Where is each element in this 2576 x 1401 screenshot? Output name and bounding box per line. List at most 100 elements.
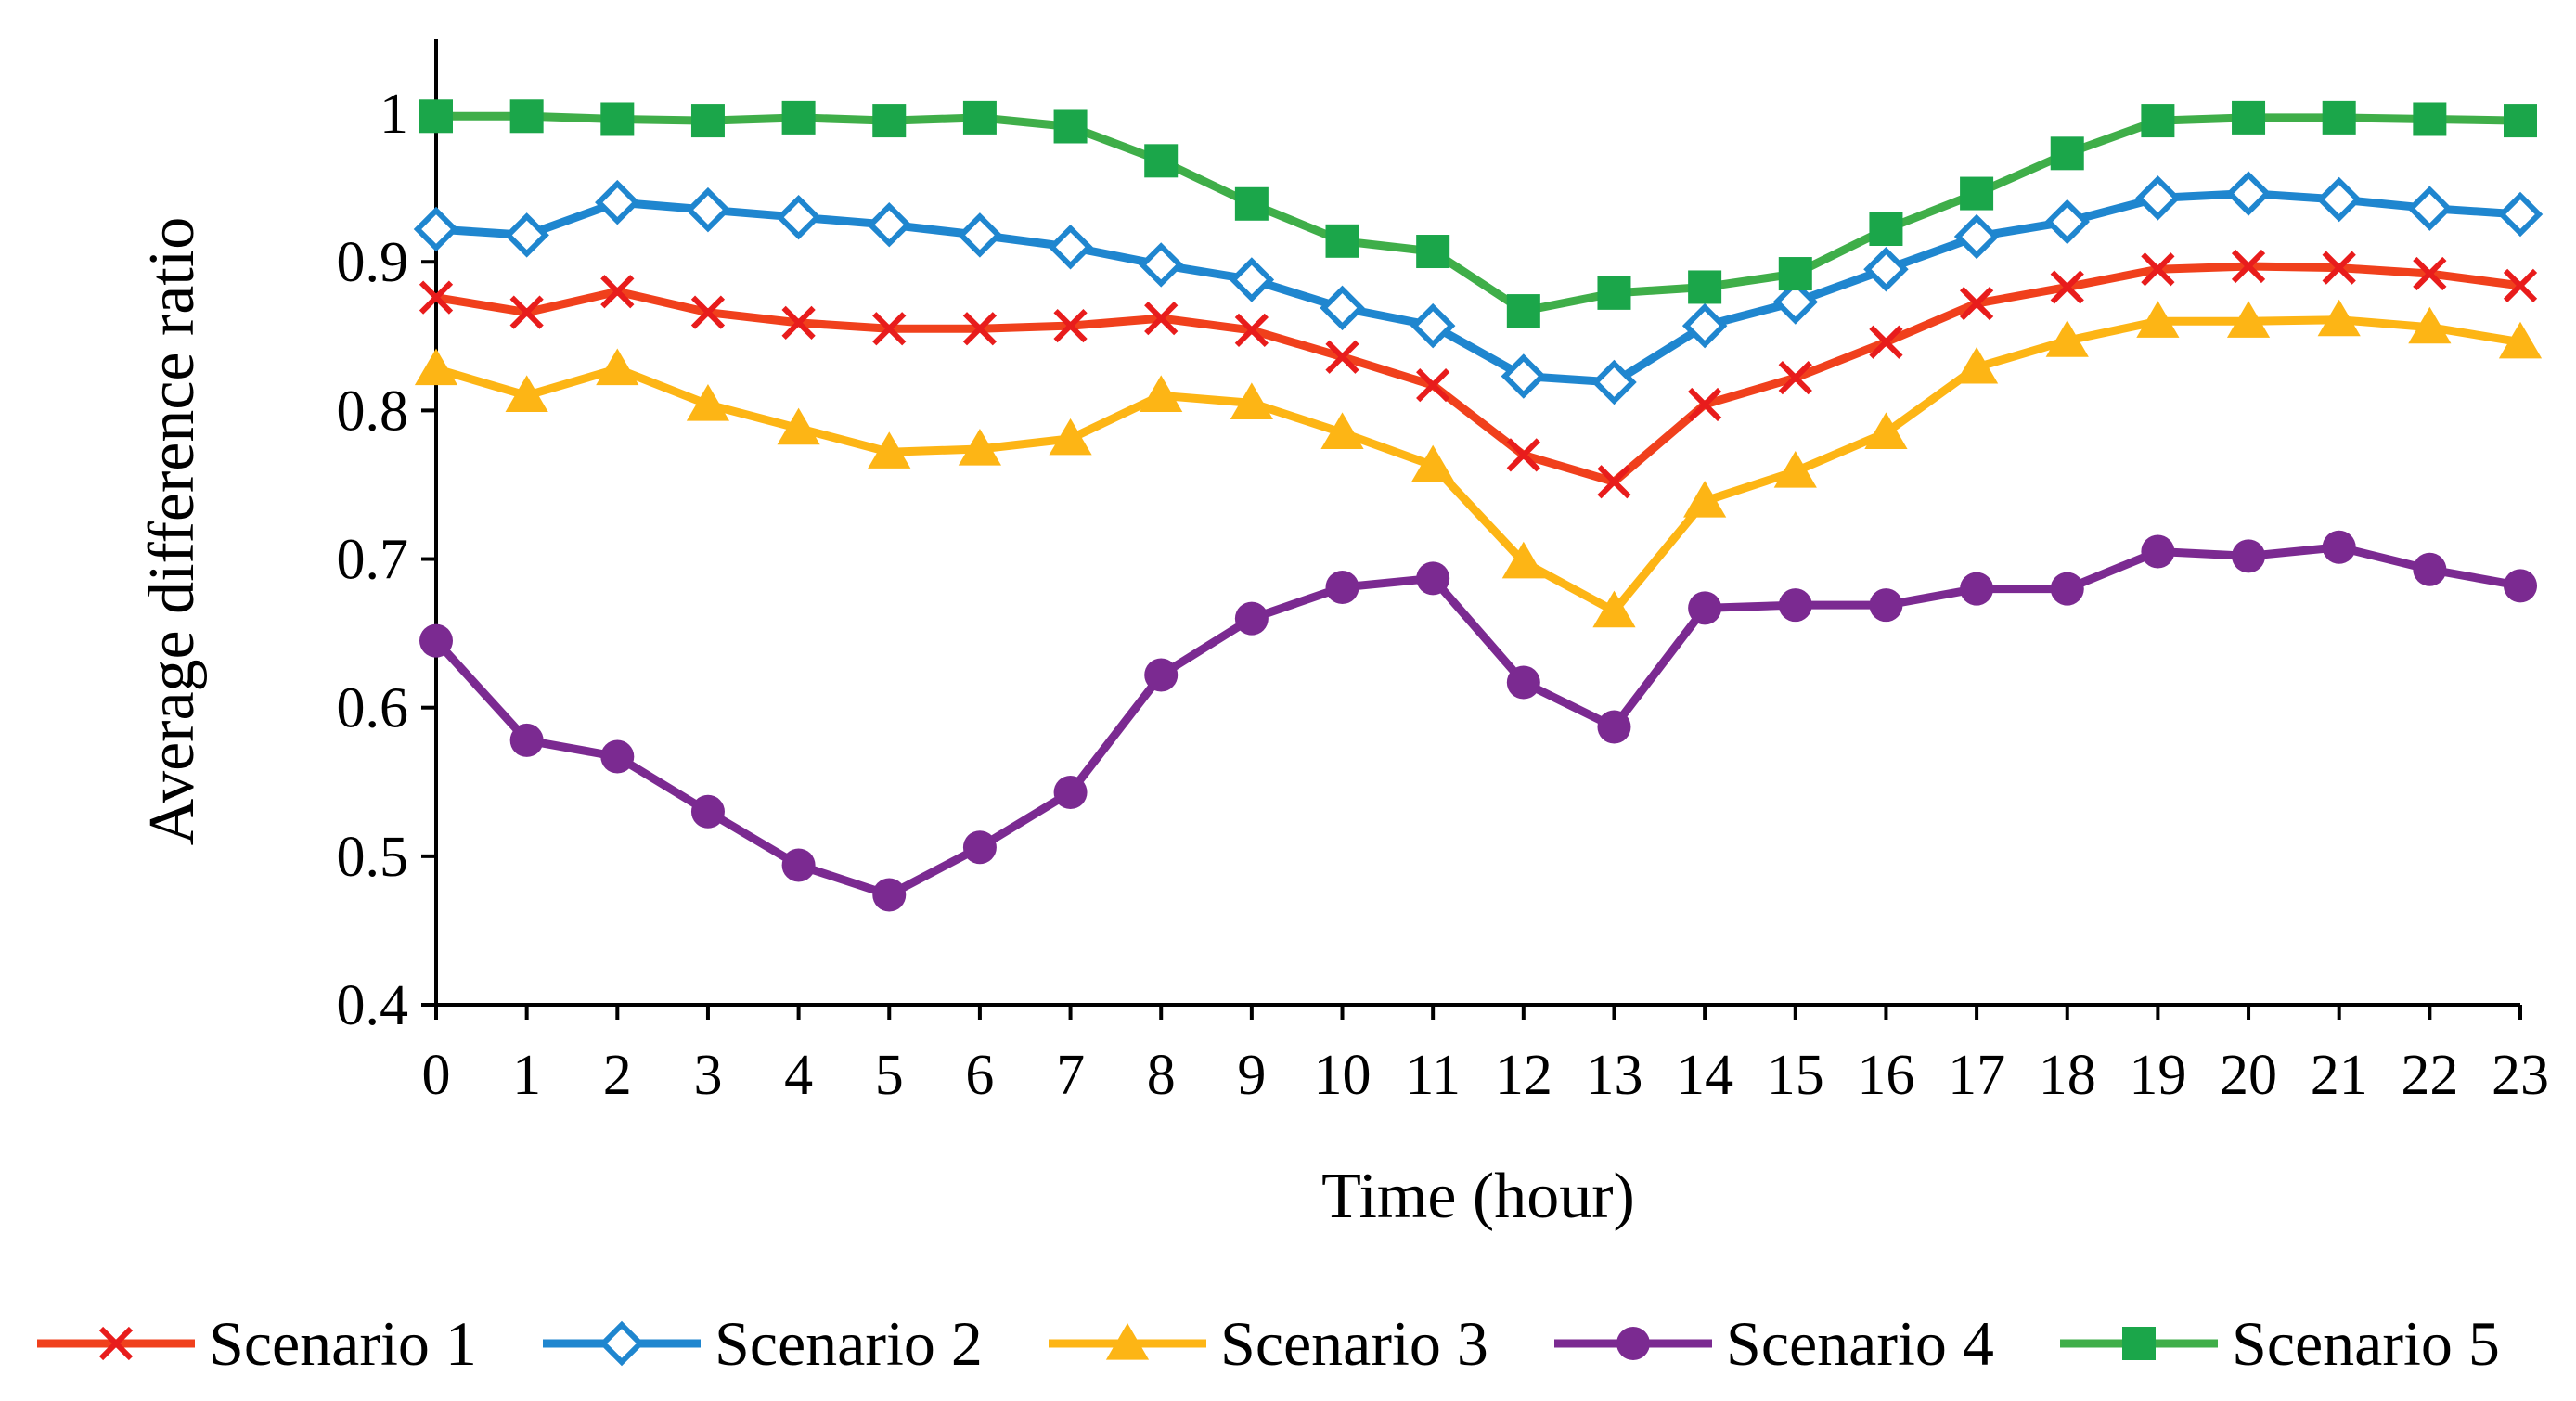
marker-x [1325,340,1359,374]
marker-diamond [2225,171,2272,216]
marker-triangle [505,375,548,412]
marker-square [1325,224,1359,258]
marker-diamond [599,1320,645,1367]
marker-diamond [2135,175,2181,221]
marker-triangle [2317,299,2361,337]
marker-square [962,100,997,135]
marker-triangle [1592,590,1636,628]
marker-diamond [1229,257,1275,302]
series-5 [419,99,2537,328]
marker-x [419,280,454,315]
x-tick-label: 8 [1147,1044,1176,1107]
marker-x [1869,325,1903,359]
legend-label: Scenario 1 [209,1308,477,1379]
series-line [431,315,2525,616]
x-tick-label: 3 [693,1044,722,1107]
marker-diamond [2316,176,2362,223]
marker-x [600,275,635,309]
marker-diamond [504,212,549,258]
x-tick-label: 22 [2401,1044,2458,1107]
marker-x [1234,313,1269,348]
marker-circle [2322,530,2356,564]
marker-circle [1053,775,1088,809]
marker-square [1688,270,1722,304]
marker-triangle [958,429,1002,466]
marker-circle [509,723,544,757]
marker-square [1597,276,1631,310]
marker-circle [1234,601,1269,636]
marker-circle [2141,534,2175,569]
marker-triangle [1411,444,1455,482]
marker-diamond [595,179,640,225]
marker-diamond [1681,302,1728,349]
marker-square [1234,186,1269,221]
marker-diamond [867,201,912,248]
marker-circle [962,830,997,865]
x-tick-label: 19 [2129,1044,2186,1107]
x-tick-label: 14 [1676,1044,1733,1107]
marker-diamond [1048,224,1093,270]
marker-circle [1688,591,1722,625]
marker-circle [2232,539,2266,573]
x-tick-label: 0 [422,1044,451,1107]
marker-circle [1325,570,1359,604]
series-3 [414,299,2543,628]
marker-circle [1506,665,1540,700]
marker-diamond [2044,199,2090,245]
marker-circle [1869,588,1903,623]
marker-x [781,305,816,341]
marker-diamond [1953,213,2000,260]
marker-x [98,1326,134,1361]
marker-square [872,104,907,138]
marker-circle [2504,569,2537,603]
x-tick-label: 15 [1767,1044,1824,1107]
x-tick-label: 2 [603,1044,632,1107]
marker-square [600,102,635,136]
marker-diamond [685,186,731,233]
marker-circle [1416,561,1450,596]
marker-square [1778,257,1812,291]
series-4 [419,530,2537,912]
marker-x [1959,286,1994,321]
x-tick-label: 18 [2039,1044,2096,1107]
marker-triangle [1140,375,1183,412]
legend-label: Scenario 5 [2232,1308,2500,1379]
marker-square [419,99,453,134]
series-line [431,262,2525,486]
x-tick-label: 9 [1237,1044,1266,1107]
marker-circle [2413,552,2447,586]
legend-item: Scenario 4 [1554,1308,1994,1379]
marker-x [2503,268,2538,302]
legend-item: Scenario 3 [1049,1308,1488,1379]
marker-circle [600,739,635,774]
ticks: 0.40.50.60.70.80.910 1 2 3 4 5 6 7 8 9 10 11 12 13 14 1… [337,83,2550,1107]
marker-circle [419,623,453,658]
marker-square [1416,235,1450,269]
x-tick-label: 4 [784,1044,813,1107]
marker-diamond [776,194,821,240]
marker-triangle [1320,412,1364,450]
marker-x [1506,438,1540,472]
marker-x [690,295,726,329]
x-tick-label: 6 [965,1044,994,1107]
marker-square [690,104,725,138]
marker-x [962,312,998,346]
marker-square [2122,1327,2156,1360]
marker-diamond [413,206,459,252]
marker-triangle [2045,320,2089,357]
y-axis-title: Average difference ratio [136,217,208,846]
marker-circle [1616,1327,1650,1360]
marker-x [1416,368,1450,403]
marker-triangle [1683,481,1727,518]
marker-triangle [1105,1323,1150,1360]
marker-triangle [2408,306,2452,344]
marker-x [2413,256,2447,291]
marker-diamond [1138,242,1184,288]
x-tick-label: 17 [1948,1044,2005,1107]
marker-x [1778,361,1812,395]
series-1 [419,249,2538,499]
x-tick-label: 7 [1056,1044,1085,1107]
x-tick-label: 13 [1585,1044,1642,1107]
marker-diamond [1501,353,1547,399]
marker-triangle [1049,418,1092,456]
